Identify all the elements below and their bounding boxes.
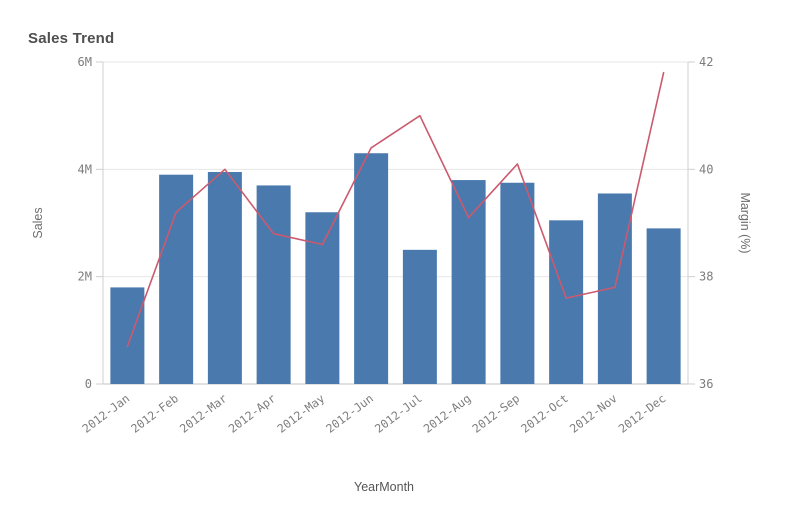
bar-2012-Mar[interactable] — [207, 172, 242, 384]
left-tick-label: 4M — [78, 162, 92, 176]
bar-2012-Jan[interactable] — [110, 287, 145, 384]
bar-2012-Apr[interactable] — [256, 185, 291, 384]
right-tick-label: 38 — [699, 270, 713, 284]
bar-2012-Aug[interactable] — [451, 180, 486, 384]
chart-title: Sales Trend — [28, 30, 115, 47]
category-label-2012-Feb: 2012-Feb — [128, 391, 181, 436]
category-label-2012-Jun: 2012-Jun — [323, 391, 376, 436]
margin-line[interactable] — [126, 71, 665, 348]
category-label-2012-Apr: 2012-Apr — [226, 391, 279, 436]
bar-2012-Jul[interactable] — [402, 249, 437, 384]
right-tick-label: 40 — [699, 162, 713, 176]
bar-2012-May[interactable] — [305, 212, 340, 384]
category-label-2012-Dec: 2012-Dec — [616, 391, 669, 436]
bar-2012-Dec[interactable] — [646, 228, 681, 384]
left-tick-label: 6M — [78, 55, 92, 69]
x-axis-title: YearMonth — [354, 480, 414, 494]
bar-2012-Jun[interactable] — [354, 153, 389, 384]
category-label-2012-Nov: 2012-Nov — [567, 391, 620, 436]
bar-2012-Nov[interactable] — [597, 193, 632, 384]
category-label-2012-Mar: 2012-Mar — [177, 391, 230, 436]
category-label-2012-Sep: 2012-Sep — [470, 391, 523, 436]
bar-2012-Feb[interactable] — [159, 174, 194, 384]
left-tick-label: 2M — [78, 270, 92, 284]
right-tick-label: 42 — [699, 55, 713, 69]
category-label-2012-Jan: 2012-Jan — [80, 391, 133, 436]
category-label-2012-Oct: 2012-Oct — [518, 391, 571, 436]
bar-2012-Sep[interactable] — [500, 182, 535, 384]
bar-2012-Oct[interactable] — [549, 220, 584, 384]
category-label-2012-May: 2012-May — [275, 391, 328, 436]
category-label-2012-Aug: 2012-Aug — [421, 391, 474, 436]
left-tick-label: 0 — [85, 377, 92, 391]
right-tick-label: 36 — [699, 377, 713, 391]
category-label-2012-Jul: 2012-Jul — [372, 391, 425, 436]
